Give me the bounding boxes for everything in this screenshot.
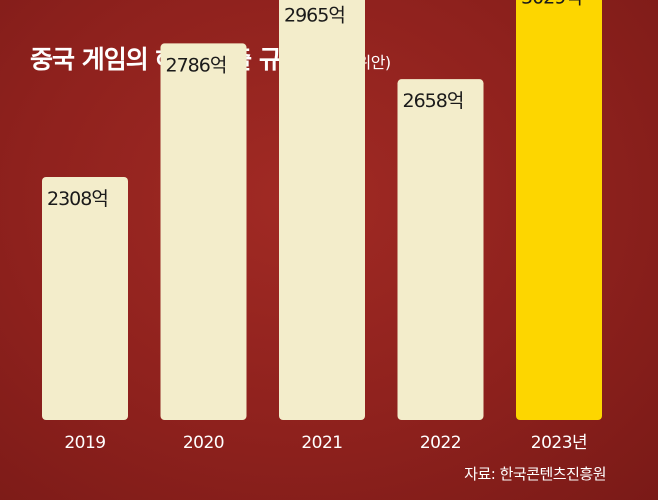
bar-value-label: 3029억 [521, 0, 582, 8]
bar-value-label: 2786억 [166, 54, 227, 76]
bar-2023년 [516, 0, 602, 420]
bar-value-label: 2965억 [284, 4, 345, 26]
x-tick-label: 2023년 [531, 433, 587, 453]
bar-value-label: 2658억 [403, 90, 464, 112]
x-tick-label: 2020 [183, 433, 224, 453]
x-tick-label: 2019 [64, 433, 105, 453]
x-tick-label: 2021 [301, 433, 342, 453]
bar-2020 [160, 43, 247, 421]
bar-2021 [279, 0, 365, 420]
bar-2022 [397, 79, 484, 421]
bar-2019 [42, 177, 128, 420]
source-note: 자료: 한국콘텐츠진흥원 [464, 465, 606, 483]
x-tick-label: 2022 [420, 433, 461, 453]
bar-value-label: 2308억 [47, 188, 108, 210]
